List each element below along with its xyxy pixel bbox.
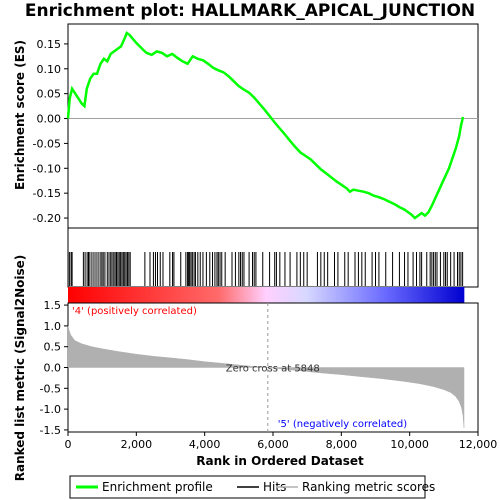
es-y-ticks: 0.15 0.10 0.05 0.00 -0.05 -0.10 -0.15 -0.20 [33, 38, 68, 225]
x-tick-label: 8,000 [326, 438, 358, 451]
metric-y-tick-label: 1.0 [44, 320, 62, 333]
metric-y-tick-label: 1.5 [44, 299, 62, 312]
es-plot-frame [67, 23, 479, 229]
metric-y-tick-label: -0.5 [40, 382, 61, 395]
x-axis-ticks: 0 2,000 4,000 6,000 8,000 10,000 12,000 [65, 432, 498, 451]
metric-y-tick-label: 0.0 [44, 362, 62, 375]
enrichment-profile-path [66, 31, 465, 220]
es-y-axis-label: Enrichment score (ES) [13, 40, 27, 190]
x-tick-label: 6,000 [257, 438, 289, 451]
chart-title: Enrichment plot: HALLMARK_APICAL_JUNCTIO… [24, 1, 476, 21]
x-tick-label: 0 [65, 438, 72, 451]
legend-label-ranking-metric: Ranking metric scores [302, 480, 435, 494]
x-tick-label: 2,000 [121, 438, 153, 451]
metric-y-tick-label: -1.5 [40, 424, 61, 437]
metric-y-tick-label: 0.5 [44, 341, 62, 354]
enrichment-profile-line [66, 31, 465, 220]
es-y-tick-label: 0.10 [37, 63, 62, 76]
x-tick-label: 12,000 [459, 438, 498, 451]
legend-label-hits: Hits [263, 480, 286, 494]
es-y-tick-label: 0.00 [37, 113, 62, 126]
ranking-metric-area [67, 325, 465, 428]
legend-label-enrichment-profile: Enrichment profile [102, 480, 213, 494]
es-y-tick-label: -0.15 [33, 187, 61, 200]
x-tick-label: 4,000 [189, 438, 221, 451]
negative-correlation-label: '5' (negatively correlated) [278, 419, 407, 430]
es-y-tick-label: -0.05 [33, 137, 61, 150]
hits-panel [67, 227, 479, 288]
hit-marks [68, 252, 464, 286]
es-y-tick-label: -0.20 [33, 212, 61, 225]
ranking-metric-path [67, 325, 465, 428]
es-y-tick-label: 0.15 [37, 38, 62, 51]
x-tick-label: 10,000 [390, 438, 429, 451]
zero-cross-label: Zero cross at 5848 [226, 364, 320, 375]
metric-y-tick-label: -1.0 [40, 403, 61, 416]
metric-panel: 1.5 1.0 0.5 0.0 -0.5 -1.0 -1.5 '4' (positively… [13, 255, 479, 482]
es-y-tick-label: 0.05 [37, 88, 62, 101]
metric-y-axis-label: Ranked list metric (Signal2Noise) [13, 255, 27, 482]
metric-y-ticks: 1.5 1.0 0.5 0.0 -0.5 -1.0 -1.5 [40, 299, 68, 437]
legend: Enrichment profile Hits Ranking metric s… [69, 475, 435, 499]
positive-correlation-label: '4' (positively correlated) [72, 306, 197, 317]
ranking-color-bar [68, 287, 465, 303]
es-panel: 0.15 0.10 0.05 0.00 -0.05 -0.10 -0.15 -0.20 Enr… [13, 23, 479, 229]
x-axis-label: Rank in Ordered Dataset [196, 454, 364, 468]
es-y-tick-label: -0.10 [33, 162, 61, 175]
